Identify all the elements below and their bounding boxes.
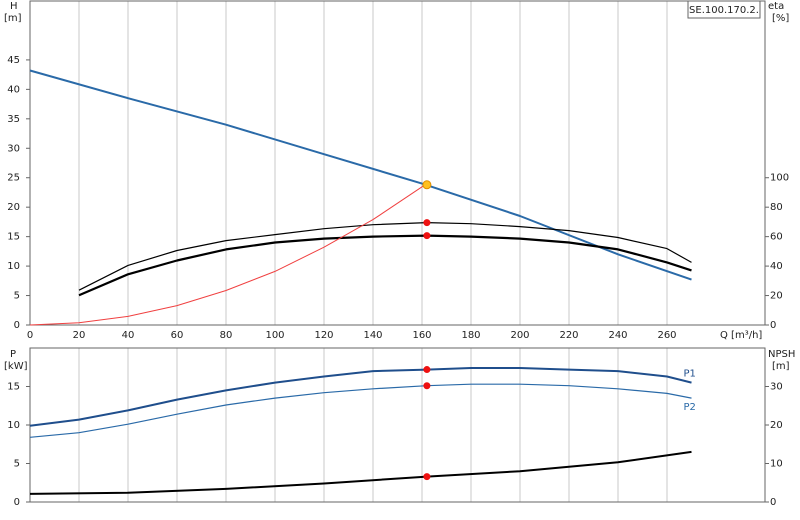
annotation-box xyxy=(687,0,761,19)
curve xyxy=(29,367,692,427)
y-tick-label: 10 xyxy=(7,420,20,431)
operating-point xyxy=(423,473,431,481)
curve xyxy=(78,222,692,291)
x-tick-label: 220 xyxy=(559,330,578,341)
y-axis-unit: [m] xyxy=(4,13,22,24)
x-tick-label: 40 xyxy=(122,330,135,341)
x-tick-label: 180 xyxy=(461,330,480,341)
y-tick-label: 35 xyxy=(7,114,20,125)
x-tick-label: 80 xyxy=(220,330,233,341)
y-tick-label: 5 xyxy=(14,291,20,302)
y2-axis-unit: [%] xyxy=(772,13,789,24)
y2-tick-label: 100 xyxy=(770,173,789,184)
series-label: P1 xyxy=(684,369,696,380)
x-tick-label: 60 xyxy=(171,330,184,341)
y-tick-label: 15 xyxy=(7,232,20,243)
operating-point xyxy=(423,382,431,390)
y-tick-label: 15 xyxy=(7,382,20,393)
y-axis-label: H xyxy=(10,1,18,12)
y2-tick-label: 40 xyxy=(770,261,783,272)
y-axis-label: P xyxy=(10,349,16,360)
y2-tick-label: 80 xyxy=(770,202,783,213)
x-tick-label: 240 xyxy=(608,330,627,341)
y-tick-label: 45 xyxy=(7,55,20,66)
y2-tick-label: 0 xyxy=(770,320,776,331)
y2-axis-unit: [m] xyxy=(772,361,790,372)
series-label: P2 xyxy=(684,402,696,413)
x-tick-label: 100 xyxy=(265,330,284,341)
y-tick-label: 0 xyxy=(14,497,20,508)
y2-tick-label: 30 xyxy=(770,382,783,393)
curve xyxy=(29,69,692,281)
y-tick-label: 30 xyxy=(7,143,20,154)
y-tick-label: 10 xyxy=(7,261,20,272)
x-tick-label: 0 xyxy=(27,330,33,341)
curve xyxy=(29,183,428,326)
y-tick-label: 5 xyxy=(14,459,20,470)
y-tick-label: 20 xyxy=(7,202,20,213)
x-tick-label: 260 xyxy=(657,330,676,341)
y2-tick-label: 20 xyxy=(770,291,783,302)
x-tick-label: 20 xyxy=(73,330,86,341)
curve xyxy=(29,450,692,495)
x-tick-label: 200 xyxy=(510,330,529,341)
curve xyxy=(78,234,692,297)
y2-tick-label: 60 xyxy=(770,232,783,243)
y2-tick-label: 20 xyxy=(770,420,783,431)
y-tick-label: 0 xyxy=(14,320,20,331)
x-tick-label: 120 xyxy=(314,330,333,341)
y2-axis-label: eta xyxy=(768,1,784,12)
y-axis-unit: [kW] xyxy=(4,361,28,372)
y2-axis-label: NPSH xyxy=(768,349,795,360)
operating-point xyxy=(422,180,432,190)
y-tick-label: 40 xyxy=(7,84,20,95)
operating-point xyxy=(423,232,431,240)
y2-tick-label: 0 xyxy=(770,497,776,508)
x-tick-label: 140 xyxy=(363,330,382,341)
operating-point xyxy=(423,366,431,374)
y-tick-label: 25 xyxy=(7,173,20,184)
x-tick-label: 160 xyxy=(412,330,431,341)
curve xyxy=(29,383,692,438)
x-axis-label: Q [m³/h] xyxy=(720,330,762,341)
annotation: SE.100.170.2. xyxy=(689,5,759,16)
operating-point xyxy=(423,219,431,227)
y2-tick-label: 10 xyxy=(770,459,783,470)
plot-frame xyxy=(29,0,766,326)
